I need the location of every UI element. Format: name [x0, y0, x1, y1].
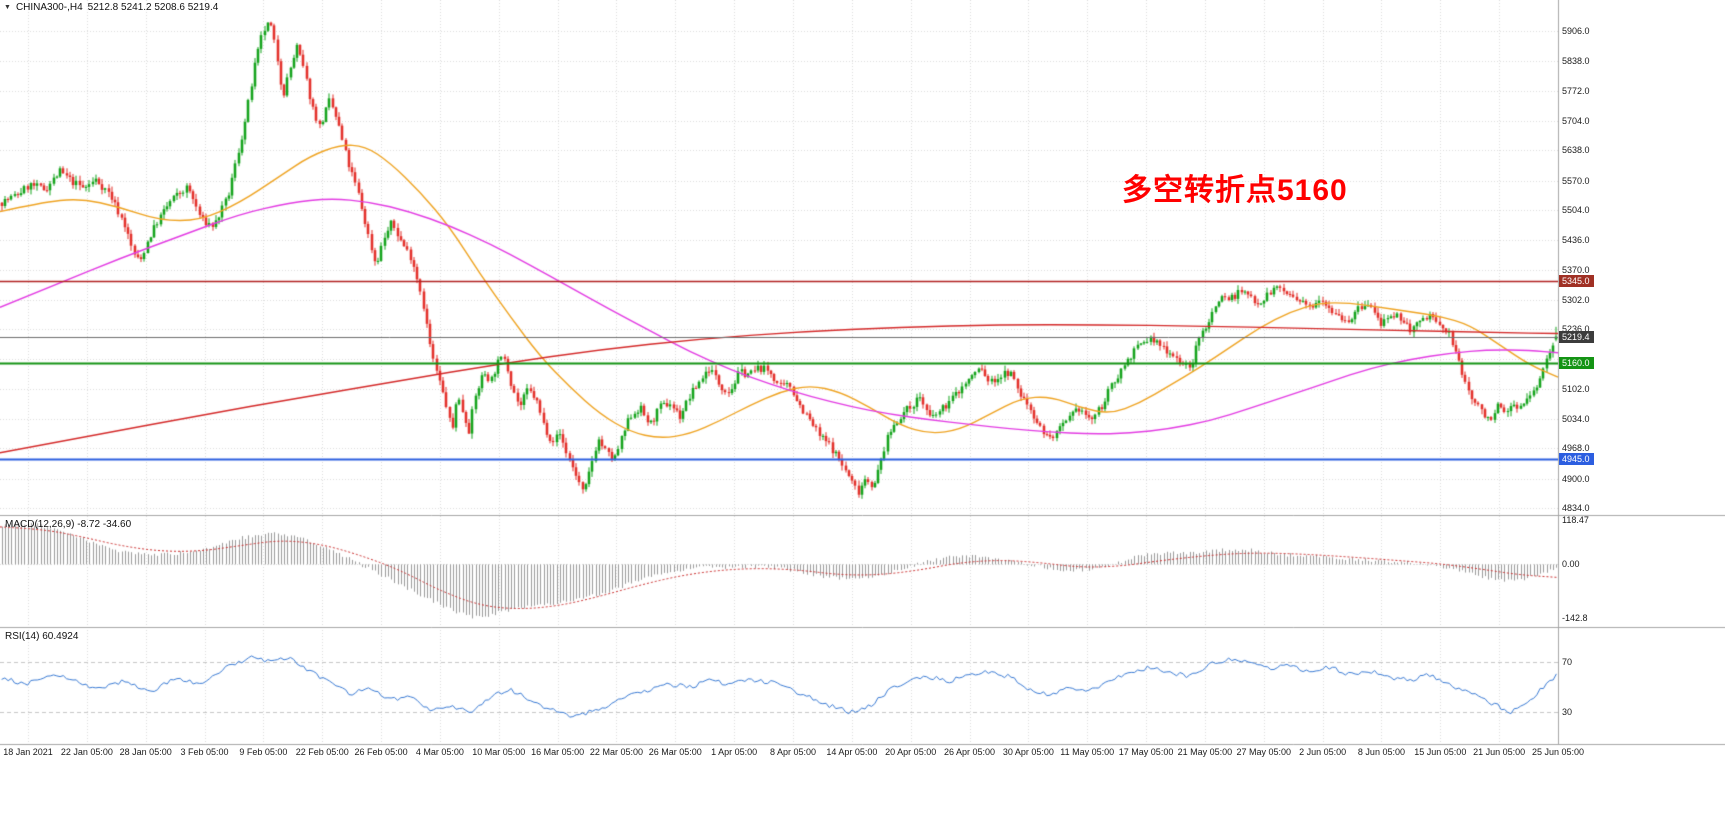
macd-pane-title: MACD(12,26,9) -8.72 -34.60 [5, 519, 132, 530]
symbol-period-label: CHINA300-,H4 [15, 2, 83, 13]
time-axis[interactable] [0, 745, 1725, 765]
ohlc-values: 5212.8 5241.2 5208.6 5219.4 [87, 2, 219, 13]
chart-annotation: 多空转折点5160 [1122, 174, 1348, 207]
collapse-icon[interactable]: ▼ [4, 3, 11, 11]
chart-header: ▼ CHINA300-,H4 5212.8 5241.2 5208.6 5219… [4, 2, 218, 13]
rsi-pane-title: RSI(14) 60.4924 [5, 631, 79, 642]
price-axis[interactable] [1558, 0, 1725, 745]
